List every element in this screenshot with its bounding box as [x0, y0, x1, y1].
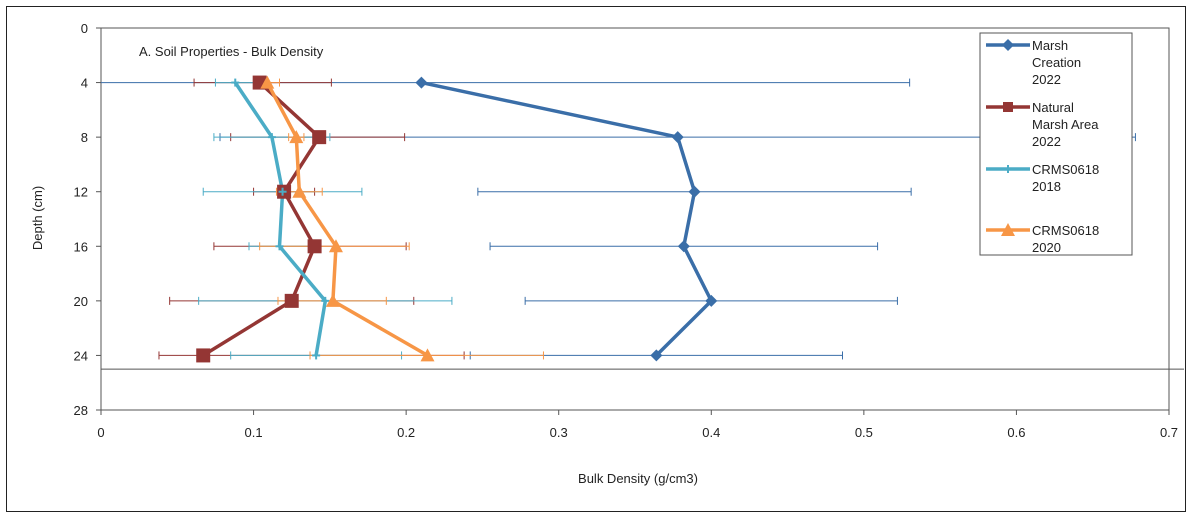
x-axis-title: Bulk Density (g/cm3) [578, 471, 698, 486]
marker-triangle [1001, 223, 1015, 236]
series-markers [196, 75, 718, 363]
legend-label: Marsh [1032, 38, 1068, 53]
marker-diamond [415, 76, 428, 89]
marker-triangle [420, 348, 435, 362]
marker-square [307, 239, 322, 254]
legend-label: 2022 [1032, 72, 1061, 87]
legend-box [979, 32, 1133, 256]
legend-label: Natural [1032, 100, 1074, 115]
x-tick-label: 0.5 [855, 425, 873, 440]
marker-square [196, 348, 211, 363]
series-line [233, 81, 328, 356]
y-tick-label: 20 [74, 294, 88, 309]
plot-area [100, 27, 1170, 411]
chart-title: A. Soil Properties - Bulk Density [139, 44, 324, 59]
marker-cross [321, 296, 330, 305]
x-tick-label: 0.2 [397, 425, 415, 440]
marker-diamond [705, 294, 718, 307]
y-tick-label: 4 [81, 76, 88, 91]
x-tick-label: 0 [97, 425, 104, 440]
legend-label: Creation [1032, 55, 1081, 70]
legend-label: CRMS0618 [1032, 162, 1099, 177]
x-tick-label: 0.7 [1160, 425, 1178, 440]
marker-cross [1004, 165, 1012, 173]
series-line [421, 80, 714, 357]
series-line [202, 81, 321, 357]
x-tick-label: 0.1 [245, 425, 263, 440]
x-tick-label: 0.6 [1007, 425, 1025, 440]
y-tick-label: 28 [74, 403, 88, 418]
marker-cross [275, 242, 284, 251]
marker-square [1003, 102, 1013, 112]
legend-label: 2020 [1032, 240, 1061, 255]
marker-triangle [325, 293, 340, 307]
marker-triangle [289, 130, 304, 144]
series-line [265, 81, 429, 357]
marker-cross [231, 78, 240, 87]
y-tick-label: 24 [74, 348, 88, 363]
x-tick-label: 0.4 [702, 425, 720, 440]
marker-diamond [671, 131, 684, 144]
y-tick-label: 0 [81, 21, 88, 36]
series-lines [202, 80, 714, 357]
legend-label: 2018 [1032, 179, 1061, 194]
y-axis-title: Depth (cm) [30, 186, 45, 250]
axes: 0 0.1 0.2 0.3 0.4 0.5 0.6 0.7 0 4 8 12 16 20 24 28 [74, 21, 1184, 440]
y-tick-label: 12 [74, 185, 88, 200]
marker-triangle [260, 75, 275, 89]
x-tick-label: 0.3 [550, 425, 568, 440]
marker-triangle [292, 184, 307, 198]
marker-diamond [688, 185, 701, 198]
marker-square [312, 130, 327, 145]
marker-square [284, 293, 299, 308]
marker-diamond [677, 240, 690, 253]
marker-triangle [328, 239, 343, 253]
y-tick-label: 8 [81, 130, 88, 145]
marker-diamond [1002, 39, 1014, 51]
legend-label: 2022 [1032, 134, 1061, 149]
legend-label: Marsh Area [1032, 117, 1099, 132]
legend-label: CRMS0618 [1032, 223, 1099, 238]
y-tick-label: 16 [74, 239, 88, 254]
legend: Marsh Creation 2022 Natural Marsh Area 2022 CR… [979, 32, 1133, 256]
marker-diamond [650, 349, 663, 362]
marker-cross [312, 351, 321, 360]
marker-cross [278, 187, 287, 196]
marker-cross [267, 133, 276, 142]
